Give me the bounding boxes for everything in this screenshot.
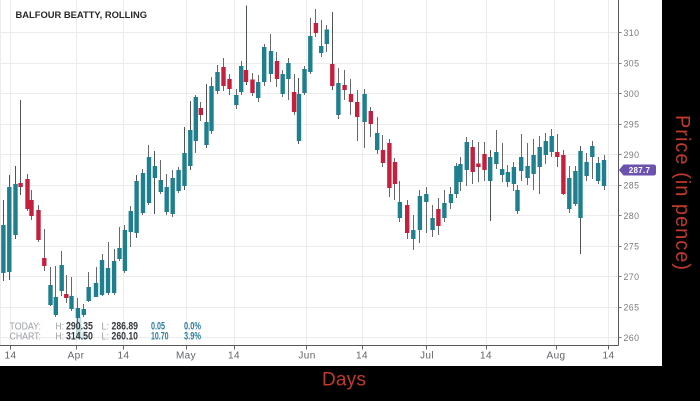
svg-text:290.35: 290.35 — [66, 320, 93, 332]
svg-text:CHART:: CHART: — [10, 332, 42, 343]
svg-text:260: 260 — [624, 333, 640, 343]
svg-text:14: 14 — [118, 351, 130, 362]
svg-text:0.0%: 0.0% — [184, 320, 201, 332]
svg-text:TODAY:: TODAY: — [10, 321, 42, 332]
svg-text:270: 270 — [624, 272, 640, 282]
svg-text:14: 14 — [603, 351, 615, 362]
svg-text:285: 285 — [624, 181, 640, 191]
svg-text:3.9%: 3.9% — [184, 331, 201, 343]
svg-text:Jun: Jun — [298, 351, 315, 362]
svg-text:10.70: 10.70 — [151, 331, 169, 343]
svg-text:0.05: 0.05 — [151, 320, 165, 332]
svg-text:L:: L: — [102, 332, 110, 343]
svg-text:H:: H: — [56, 321, 65, 332]
svg-text:Aug: Aug — [547, 351, 566, 362]
svg-text:L:: L: — [102, 321, 110, 332]
svg-text:H:: H: — [56, 332, 65, 343]
svg-text:286.89: 286.89 — [112, 320, 139, 332]
svg-text:Price (in pence): Price (in pence) — [671, 115, 693, 271]
svg-text:14: 14 — [5, 351, 17, 362]
svg-text:300: 300 — [624, 89, 640, 99]
svg-text:310: 310 — [624, 28, 640, 38]
svg-text:314.50: 314.50 — [66, 331, 93, 343]
svg-text:280: 280 — [624, 211, 640, 221]
svg-text:14: 14 — [480, 351, 492, 362]
svg-text:265: 265 — [624, 303, 640, 313]
svg-text:14: 14 — [356, 351, 368, 362]
svg-text:287.7: 287.7 — [629, 166, 651, 175]
svg-text:290: 290 — [624, 150, 640, 160]
svg-text:BALFOUR BEATTY, ROLLING: BALFOUR BEATTY, ROLLING — [16, 10, 148, 20]
svg-text:305: 305 — [624, 59, 640, 69]
svg-text:Apr: Apr — [68, 351, 85, 362]
svg-text:Days: Days — [322, 370, 366, 391]
svg-text:260.10: 260.10 — [112, 331, 139, 343]
svg-text:275: 275 — [624, 242, 640, 252]
svg-text:14: 14 — [228, 351, 240, 362]
svg-text:295: 295 — [624, 120, 640, 130]
svg-text:Jul: Jul — [420, 351, 434, 362]
svg-text:May: May — [176, 351, 196, 362]
